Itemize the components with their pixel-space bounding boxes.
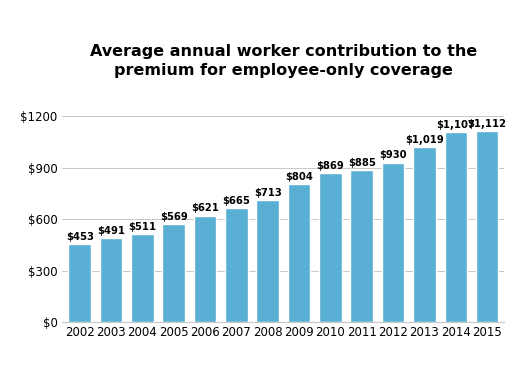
- Bar: [413, 147, 436, 322]
- Bar: [256, 200, 279, 322]
- Text: $665: $665: [223, 196, 250, 206]
- Bar: [194, 216, 216, 322]
- Text: $713: $713: [254, 188, 282, 198]
- Bar: [225, 208, 248, 322]
- Text: Average annual worker contribution to the
premium for employee-only coverage: Average annual worker contribution to th…: [90, 44, 477, 78]
- Bar: [445, 132, 467, 322]
- Bar: [350, 170, 373, 322]
- Bar: [288, 184, 310, 322]
- Bar: [68, 244, 91, 322]
- Text: $453: $453: [66, 232, 94, 242]
- Text: $621: $621: [191, 203, 219, 213]
- Text: $491: $491: [97, 226, 125, 236]
- Text: $885: $885: [348, 158, 376, 168]
- Bar: [162, 224, 185, 322]
- Text: $804: $804: [285, 172, 313, 182]
- Text: $511: $511: [128, 223, 157, 232]
- Text: $569: $569: [160, 212, 188, 223]
- Bar: [382, 163, 405, 322]
- Text: $1,107: $1,107: [436, 120, 475, 130]
- Bar: [100, 238, 122, 322]
- Text: $1,112: $1,112: [467, 119, 506, 129]
- Text: $1,019: $1,019: [405, 135, 444, 145]
- Bar: [319, 173, 342, 322]
- Text: $869: $869: [317, 161, 344, 171]
- Bar: [476, 131, 499, 322]
- Text: $930: $930: [380, 150, 407, 160]
- Bar: [131, 234, 153, 322]
